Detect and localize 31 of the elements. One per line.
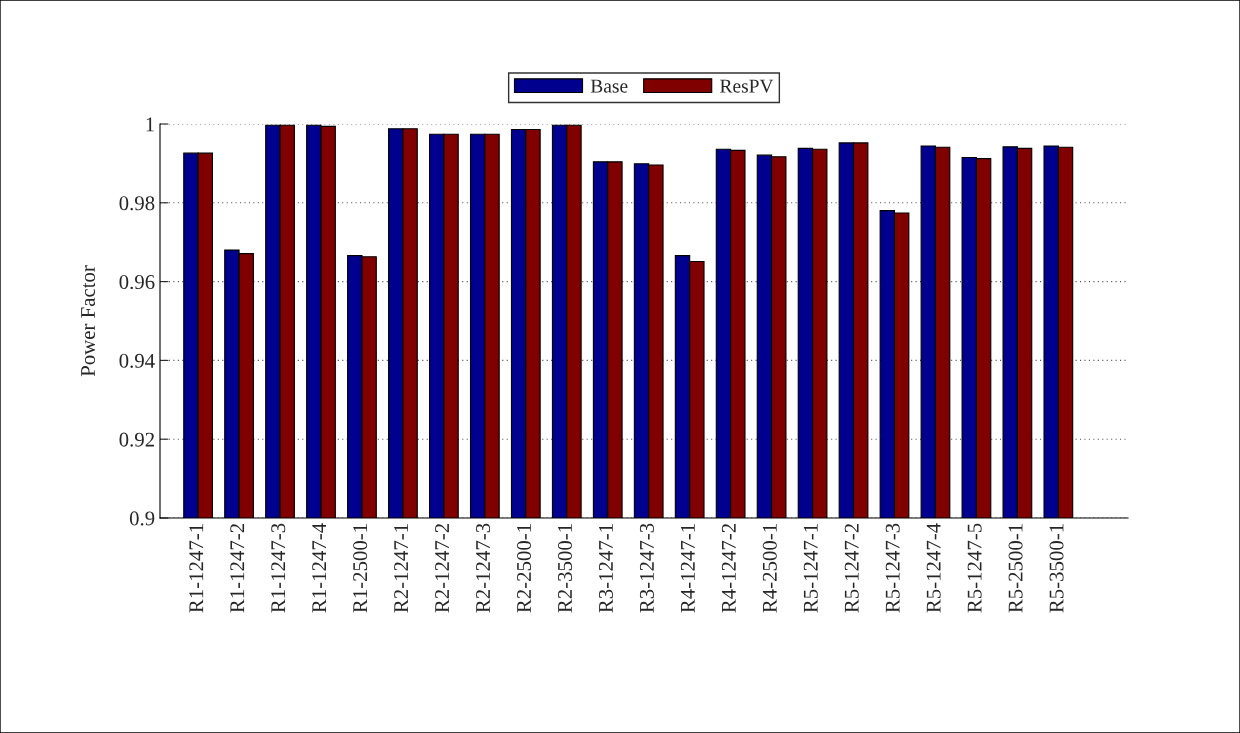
x-tick-label: R5-1247-4 <box>926 523 941 613</box>
x-tick-label: R5-1247-2 <box>844 524 859 613</box>
x-tick-label: R4-1247-1 <box>680 524 695 613</box>
x-tick-label: R5-3500-1 <box>1049 524 1064 613</box>
x-tick-label: R1-1247-3 <box>271 523 286 613</box>
x-tick-label: R2-2500-1 <box>516 524 532 613</box>
y-tick-label: 0.98 <box>119 196 155 211</box>
x-tick-label: R1-2500-1 <box>353 524 368 613</box>
y-tick-label: 0.92 <box>119 432 154 447</box>
x-tick-label: R2-3500-1 <box>557 524 572 613</box>
x-tick-label: R1-1247-2 <box>230 524 245 613</box>
x-tick-label: R2-1247-2 <box>435 524 449 613</box>
y-tick-label: 0.94 <box>119 353 155 368</box>
x-tick-label: R2-1247-1 <box>394 524 408 613</box>
x-tick-label: R1-1247-4 <box>312 523 326 613</box>
x-tick-label: R1-1247-1 <box>189 524 204 613</box>
y-tick-label: 1 <box>146 117 154 132</box>
y-tick-label: 0.9 <box>129 511 155 526</box>
x-tick-label: R4-2500-1 <box>762 524 777 613</box>
x-tick-label: R3-1247-1 <box>598 524 613 613</box>
y-tick-label: 0.96 <box>119 274 155 290</box>
x-tick-label: R3-1247-3 <box>639 523 654 613</box>
x-tick-label: R2-1247-3 <box>476 523 491 613</box>
y-axis-title: Power Factor <box>81 265 95 377</box>
legend-label: Base <box>590 79 628 93</box>
x-tick-label: R5-1247-3 <box>885 523 900 613</box>
x-tick-label: R5-1247-5 <box>967 523 982 613</box>
x-tick-label: R5-1247-1 <box>803 524 818 613</box>
x-tick-label: R5-2500-1 <box>1008 524 1023 613</box>
legend-label: ResPV <box>720 79 774 93</box>
x-tick-label: R4-1247-2 <box>721 524 736 613</box>
